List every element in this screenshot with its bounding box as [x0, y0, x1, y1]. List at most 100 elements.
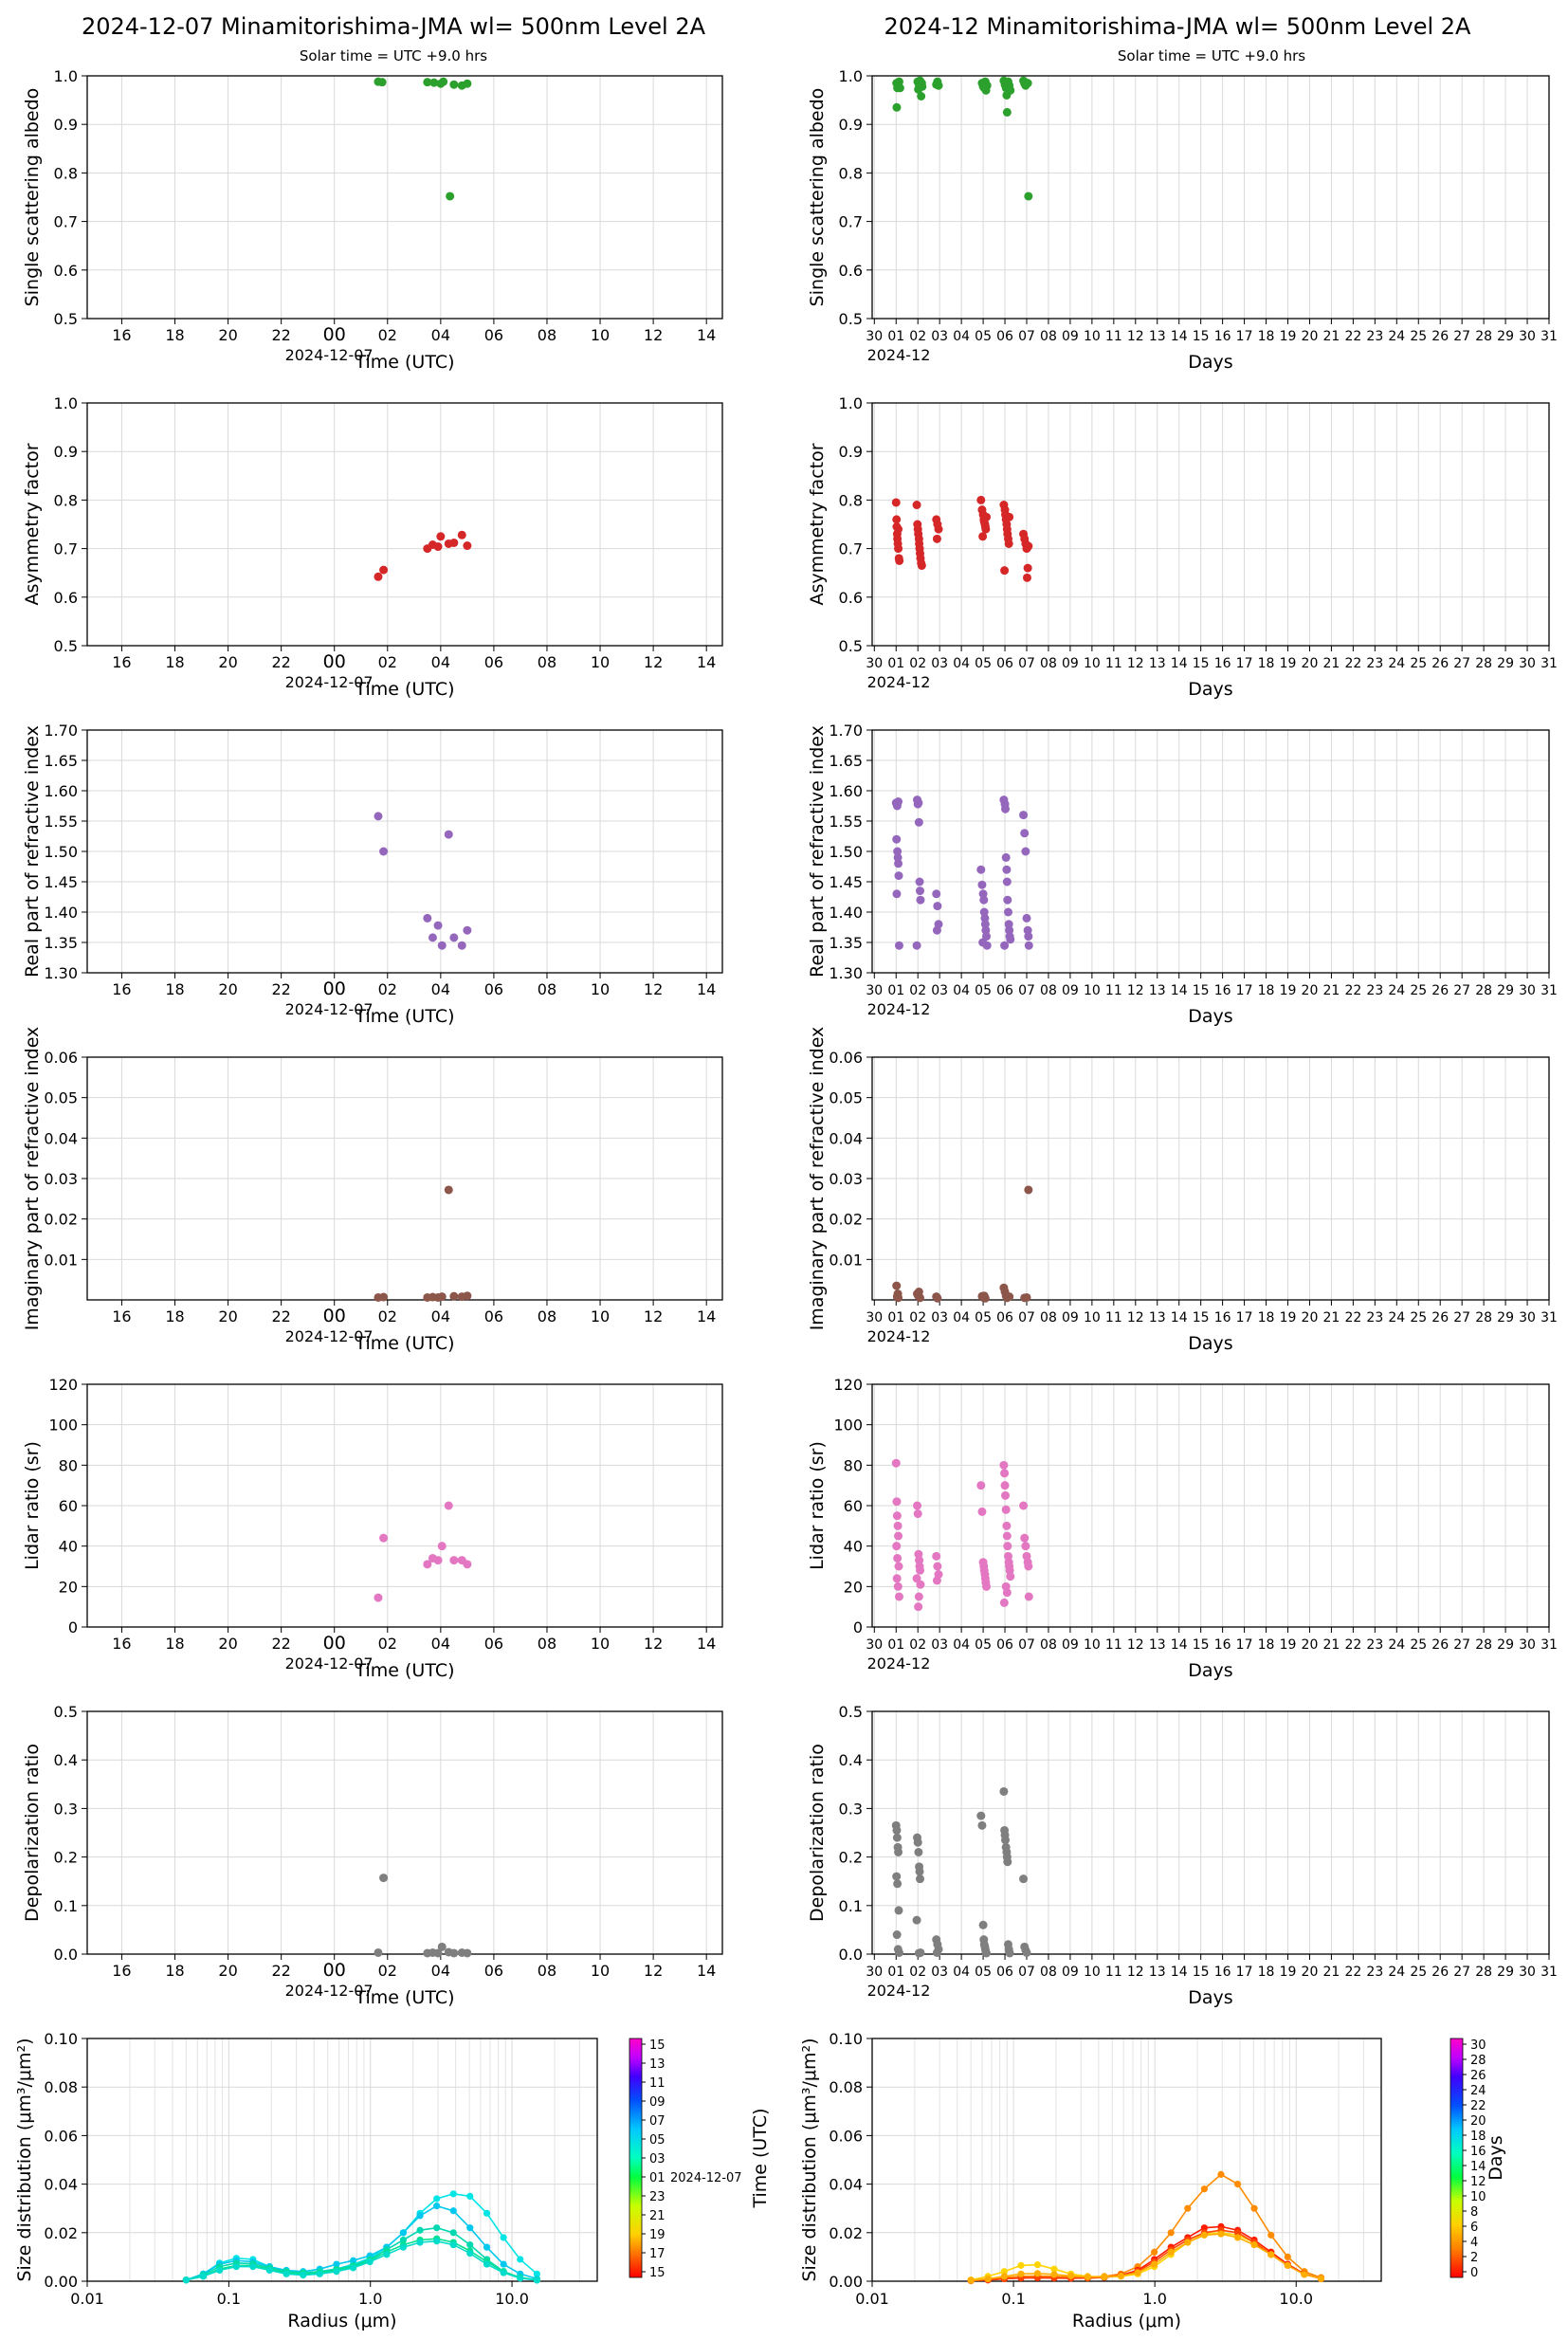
x-tick-label: 13 [1149, 1965, 1166, 1980]
data-point [1002, 1531, 1012, 1541]
data-point [433, 2203, 441, 2210]
data-point [1006, 1572, 1015, 1581]
data-point [1022, 913, 1031, 923]
x-tick-label: 24 [1388, 983, 1405, 998]
data-point [182, 2276, 190, 2284]
data-point [1284, 2261, 1291, 2269]
x-tick-label: 08 [538, 1307, 556, 1325]
data-point [980, 920, 990, 929]
data-point [999, 1786, 1009, 1796]
y-tick-label: 0.08 [829, 2078, 863, 2096]
data-point [1003, 895, 1012, 905]
data-point [399, 2236, 408, 2244]
y-tick-label: 0.5 [839, 310, 863, 328]
points [374, 1874, 472, 1958]
x-tick-label: 22 [1344, 329, 1361, 344]
data-point [894, 77, 903, 86]
data-point [1267, 2231, 1275, 2239]
y-tick-label: 0.2 [839, 1849, 863, 1867]
data-point [377, 78, 387, 87]
colorbar-tick-label: 2 [1470, 2251, 1478, 2265]
data-point [915, 539, 924, 548]
x-tick-label: 09 [1062, 983, 1079, 998]
x-tick-label: 15 [1193, 656, 1210, 671]
y-tick-label: 0.1 [839, 1897, 863, 1915]
axes-frame [86, 1710, 723, 1955]
data-point [913, 1509, 922, 1519]
x-tick-label: 29 [1497, 1637, 1514, 1653]
y-tick-label: 60 [59, 1497, 78, 1515]
data-point [894, 1947, 903, 1957]
x-tick-label: 19 [1280, 1637, 1297, 1653]
x-tick-label: 01 [887, 329, 904, 344]
data-point [1024, 541, 1033, 551]
x-tick-label: 08 [538, 653, 556, 671]
x-tick-label: 11 [1105, 1310, 1122, 1325]
data-point [1003, 907, 1012, 917]
data-point [913, 1501, 922, 1510]
data-point [892, 1574, 902, 1583]
data-point [399, 2243, 408, 2251]
points [891, 1786, 1031, 1958]
x-date-label: 2024-12 [867, 1327, 931, 1345]
data-point [463, 925, 472, 935]
y-axis-label: Size distribution (μm³/μm²) [799, 2038, 820, 2281]
x-tick-label: 16 [1214, 329, 1231, 344]
x-tick-label: 15 [1193, 983, 1210, 998]
data-point [416, 2239, 424, 2246]
series-line [967, 2230, 1325, 2284]
x-tick-label: 31 [1541, 656, 1558, 671]
x-tick-label: 04 [953, 329, 970, 344]
y-tick-label: 1.55 [44, 813, 78, 831]
data-point [914, 1592, 923, 1601]
x-tick-label: 19 [1280, 329, 1297, 344]
x-tick-label: 05 [975, 329, 992, 344]
data-point [982, 1948, 992, 1958]
data-point [1284, 2253, 1291, 2260]
x-tick-label: 10 [1084, 1310, 1101, 1325]
x-tick-label: 06 [996, 1310, 1013, 1325]
data-point [1005, 1948, 1014, 1958]
y-axis-label: Imaginary part of refractive index [22, 1027, 43, 1331]
x-tick-label: 0.01 [855, 2290, 889, 2308]
x-tick-label: 14 [1171, 656, 1188, 671]
data-point [916, 1565, 925, 1575]
data-point [449, 2229, 457, 2237]
x-tick-label: 17 [1236, 329, 1253, 344]
x-tick-label: 22 [271, 326, 290, 344]
x-tick-label: 14 [697, 1307, 716, 1325]
y-tick-label: 0.5 [54, 1703, 78, 1721]
data-point [977, 1507, 987, 1516]
x-tick-label: 23 [1366, 329, 1383, 344]
x-tick-label: 26 [1431, 1637, 1449, 1653]
data-point [982, 941, 992, 950]
data-point [1151, 2248, 1158, 2256]
y-tick-label: 1.65 [44, 752, 78, 770]
x-tick-label: 04 [431, 1962, 450, 1980]
x-tick-label: 21 [1323, 329, 1340, 344]
x-tick-label: 10 [591, 1635, 610, 1653]
y-tick-label: 1.0 [839, 394, 863, 412]
x-tick-label: 20 [1302, 1310, 1319, 1325]
data-point [893, 852, 903, 862]
panel-real-daily: 16 18 20 22 00 02 04 06 08 10 12 14 1.30 1.35 1.40 1.45… [22, 722, 723, 1027]
y-tick-label: 1.0 [54, 394, 78, 412]
x-tick-label: 18 [1258, 983, 1275, 998]
data-point [912, 501, 921, 510]
data-point [984, 2275, 992, 2283]
x-tick-label: 22 [1344, 1637, 1361, 1653]
x-tick-label: 02 [378, 1307, 397, 1325]
data-point [892, 1833, 902, 1842]
data-point [1019, 811, 1029, 820]
x-tick-label: 26 [1431, 1965, 1449, 1980]
y-tick-label: 0.10 [44, 2030, 78, 2048]
x-tick-label: 16 [112, 653, 131, 671]
data-point [979, 895, 989, 905]
colorbar [629, 2038, 643, 2278]
data-point [892, 1872, 902, 1881]
x-tick-label: 31 [1541, 1637, 1558, 1653]
series-path [186, 2226, 538, 2281]
data-point [1250, 2204, 1258, 2212]
x-tick-label: 10 [1084, 983, 1101, 998]
